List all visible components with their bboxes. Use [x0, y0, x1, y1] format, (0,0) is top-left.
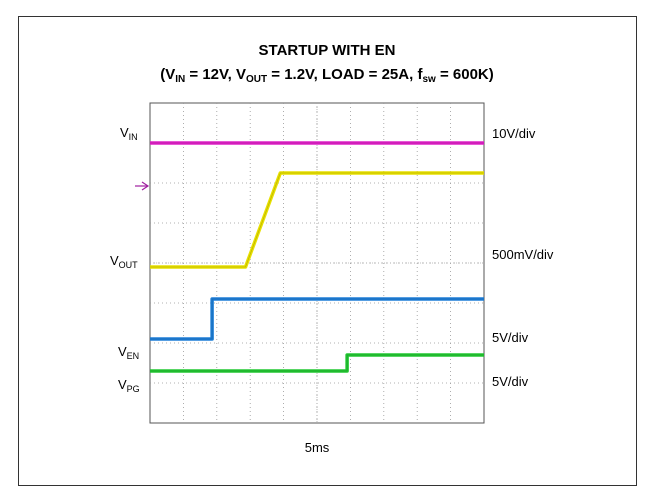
- vpg-trace-noise: [150, 354, 484, 372]
- ven-trace: [150, 297, 484, 341]
- vout-label: VOUT: [110, 253, 138, 270]
- vout-trace-noise: [150, 172, 484, 268]
- vout-scale-label: 500mV/div: [492, 247, 554, 262]
- figure-frame: [18, 16, 637, 486]
- ven-scale-label: 5V/div: [492, 330, 529, 345]
- vpg-scale-label: 5V/div: [492, 374, 529, 389]
- vpg-label: VPG: [118, 377, 140, 394]
- level-marker-arrow-head: [141, 181, 150, 191]
- time-scale-label: 5ms: [304, 440, 330, 455]
- chart-subtitle: (VIN = 12V, VOUT = 1.2V, LOAD = 25A, fsw…: [160, 66, 494, 85]
- vout-trace: [150, 171, 484, 269]
- chart-title: STARTUP WITH EN: [258, 42, 396, 59]
- ven-trace-noise: [150, 298, 484, 340]
- ven-label: VEN: [118, 344, 140, 361]
- vpg-trace: [150, 353, 484, 373]
- vin-scale-label: 10V/div: [492, 126, 536, 141]
- vin-label: VIN: [120, 125, 138, 142]
